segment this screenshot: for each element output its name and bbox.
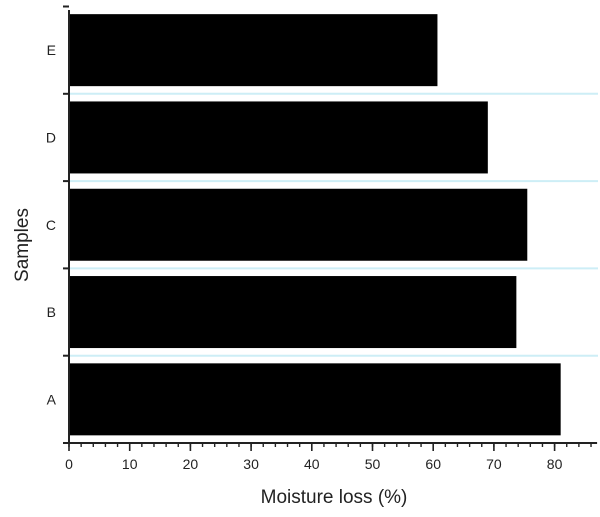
x-tick-label: 30 — [243, 456, 259, 472]
bars — [69, 14, 561, 436]
y-axis-label: Samples — [12, 208, 33, 282]
x-tick-label: 50 — [365, 456, 381, 472]
x-tick-label: 0 — [65, 456, 73, 472]
bar-c — [69, 188, 528, 261]
tick-labels: A B C D E 0 10 20 30 40 50 60 70 80 — [46, 42, 563, 472]
x-tick-label: 40 — [304, 456, 320, 472]
x-tick-label: 70 — [486, 456, 502, 472]
x-tick-label: 10 — [122, 456, 138, 472]
x-tick-label: 80 — [547, 456, 563, 472]
y-tick-label: A — [47, 391, 57, 407]
bar-d — [69, 101, 488, 174]
bar-b — [69, 276, 517, 349]
y-tick-label: E — [47, 42, 56, 58]
bar-a — [69, 363, 561, 436]
bar-e — [69, 14, 438, 87]
x-axis-label: Moisture loss (%) — [261, 487, 408, 508]
category-separators — [69, 92, 598, 357]
x-tick-label: 60 — [425, 456, 441, 472]
y-tick-label: D — [46, 129, 56, 145]
y-tick-label: C — [46, 217, 56, 233]
x-tick-label: 20 — [183, 456, 199, 472]
y-tick-label: B — [47, 304, 56, 320]
axes — [63, 5, 598, 451]
